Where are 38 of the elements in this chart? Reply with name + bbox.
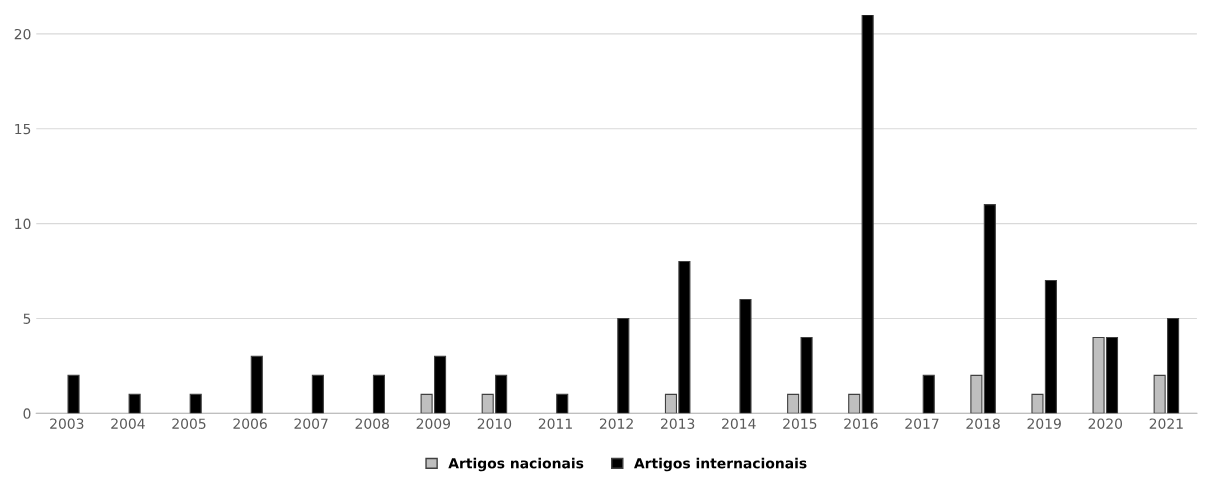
- bar: [128, 393, 141, 414]
- x-tick-label: 2021: [1149, 418, 1183, 429]
- x-tick-label: 2013: [661, 418, 695, 429]
- x-tick-label: 2003: [50, 418, 84, 429]
- bar: [739, 298, 752, 414]
- y-tick-label: 10: [15, 218, 31, 230]
- y-tick-label: 0: [23, 408, 31, 419]
- bar: [617, 317, 630, 414]
- x-tick-label: 2009: [416, 418, 451, 429]
- x-tick-label: 2014: [722, 418, 756, 429]
- y-tick-label: 15: [15, 123, 31, 135]
- x-tick-label: 2016: [844, 418, 878, 429]
- bar: [922, 374, 935, 414]
- bar: [189, 393, 202, 414]
- y-tick-label: 20: [14, 28, 31, 40]
- bar: [67, 374, 80, 414]
- x-tick-label: 2005: [172, 418, 206, 429]
- x-tick-label: 2019: [1027, 418, 1061, 429]
- legend-label: Artigos internacionais: [633, 457, 807, 472]
- bar: [861, 14, 874, 414]
- x-tick-label: 2017: [905, 418, 939, 429]
- x-tick-label: 2006: [233, 418, 267, 429]
- x-tick-label: 2018: [966, 418, 1000, 429]
- x-tick-label: 2004: [111, 418, 145, 429]
- bar: [556, 393, 569, 414]
- bar: [250, 355, 263, 414]
- x-tick-label: 2012: [599, 418, 633, 429]
- x-tick-label: 2015: [783, 418, 817, 429]
- bar: [372, 374, 386, 414]
- x-tick-label: 2020: [1088, 418, 1123, 429]
- legend-label: Artigos nacionais: [448, 457, 584, 472]
- bar: [311, 374, 324, 414]
- y-tick-label: 5: [23, 313, 31, 324]
- x-tick-label: 2008: [355, 418, 389, 429]
- x-tick-label: 2007: [294, 418, 328, 429]
- x-tick-label: 2011: [538, 418, 572, 429]
- bar: [848, 393, 861, 414]
- x-tick-label: 2010: [477, 418, 512, 429]
